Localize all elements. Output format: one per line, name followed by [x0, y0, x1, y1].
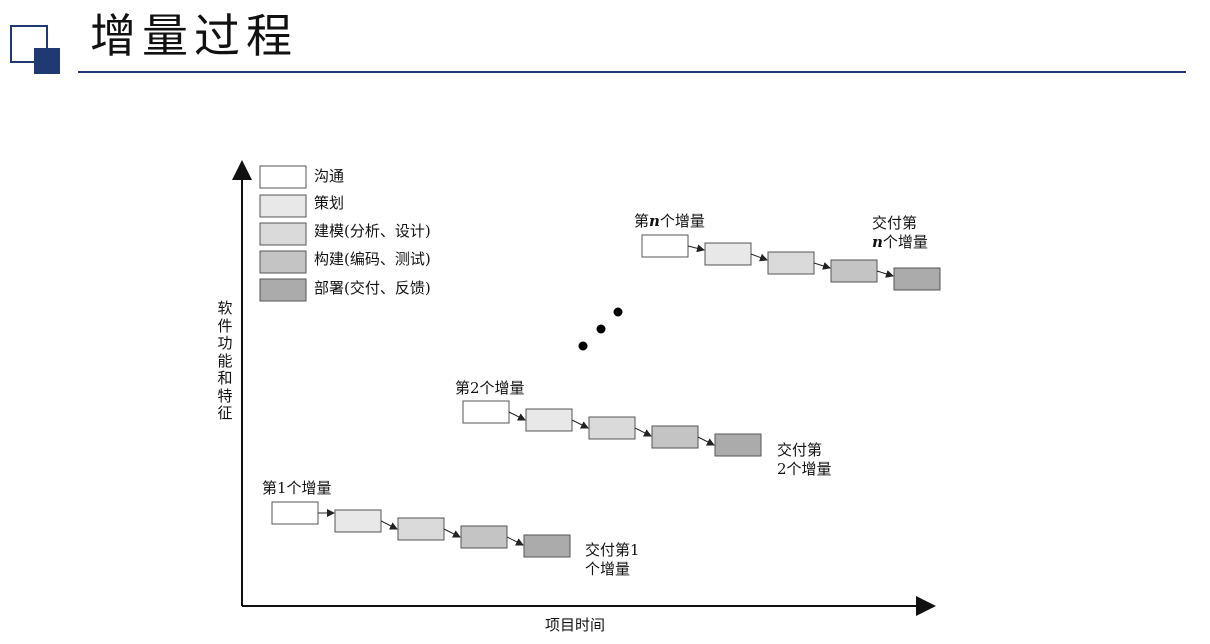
increment-2-stage-communication [462, 400, 510, 424]
increment-1-chain [271, 501, 571, 558]
increment-2-stage-deployment [714, 433, 762, 457]
legend-label-planning: 策划 [314, 194, 345, 212]
increment-n-arrow [876, 270, 894, 278]
increment-n-arrow [687, 244, 705, 253]
increment-2-chain [462, 400, 762, 457]
increment-n-stage-planning [704, 242, 752, 266]
increment-n-stage-communication [641, 234, 689, 258]
title-decoration-outline [10, 25, 48, 63]
increment-n-delivery-n: n [872, 233, 883, 251]
increment-1-delivery-line1: 交付第1 [585, 541, 640, 559]
increment-2-stage-modeling [588, 416, 636, 440]
legend-swatch-communication [259, 165, 307, 189]
increment-n-stage-deployment [893, 267, 941, 291]
page-title: 增量过程 [90, 9, 298, 63]
increment-1-delivery-line2: 个增量 [585, 560, 631, 578]
increment-n-stage-modeling [767, 251, 815, 275]
increment-n-label: 第n个增量 [634, 211, 705, 231]
increment-2-arrow [508, 411, 526, 421]
increment-1-stage-deployment [523, 534, 571, 558]
legend-label-deployment: 部署(交付、反馈) [314, 279, 431, 297]
legend-swatch-modeling [259, 222, 307, 246]
title-decoration-fill [34, 48, 60, 74]
increment-2-arrow [697, 436, 715, 446]
increment-n-chain [641, 234, 941, 291]
increment-1-stage-modeling [397, 517, 445, 541]
increment-2-label: 第2个增量 [455, 379, 525, 397]
increment-2-stage-construction [651, 425, 699, 449]
increment-n-arrow [813, 262, 831, 270]
legend-swatch-deployment [259, 278, 307, 302]
legend-label-modeling: 建模(分析、设计) [314, 222, 431, 240]
increment-1-arrow [443, 528, 461, 538]
increment-n-arrow [750, 253, 768, 262]
increment-1-arrow [506, 536, 524, 546]
increment-1-label: 第1个增量 [262, 479, 332, 497]
increment-2-delivery-line1: 交付第 [777, 441, 823, 459]
legend-swatch-construction [259, 250, 307, 274]
increment-n-delivery-suffix: 个增量 [882, 233, 928, 251]
increment-n-label-suffix: 个增量 [659, 212, 705, 230]
legend-label-communication: 沟通 [314, 167, 345, 185]
increment-n-stage-construction [830, 259, 878, 283]
y-axis-label: 软件功能和特征 [217, 299, 233, 422]
increment-1-stage-construction [460, 525, 508, 549]
increment-2-stage-planning [525, 408, 573, 432]
increment-n-delivery-line2: n个增量 [872, 232, 928, 252]
legend-swatch-planning [259, 194, 307, 218]
x-axis-label: 项目时间 [545, 616, 606, 634]
increment-2-delivery-line2: 2个增量 [777, 460, 832, 478]
ellipsis-dot [596, 324, 606, 334]
increment-n-label-n: n [649, 212, 660, 230]
increment-1-stage-planning [334, 509, 382, 533]
increment-1-stage-communication [271, 501, 319, 525]
legend-label-construction: 构建(编码、测试) [314, 250, 431, 268]
increment-2-arrow [634, 427, 652, 437]
ellipsis-dot [578, 341, 588, 351]
increment-n-delivery-line1: 交付第 [872, 214, 918, 232]
increment-n-label-prefix: 第 [634, 212, 650, 230]
title-underline [78, 71, 1186, 73]
increment-1-arrow [380, 520, 398, 530]
increment-2-arrow [571, 419, 589, 429]
ellipsis-dot [613, 307, 623, 317]
